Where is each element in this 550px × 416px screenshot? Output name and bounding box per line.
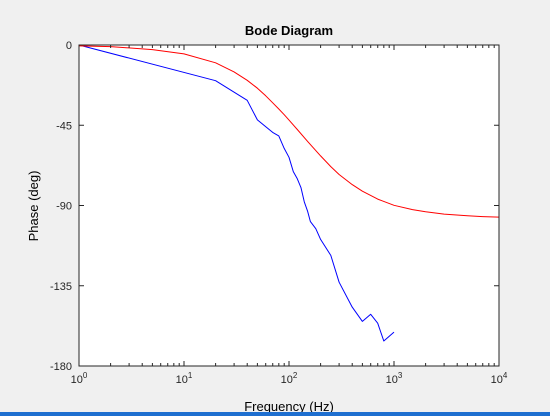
y-tick-label: -90: [56, 201, 72, 213]
x-axis-label: Frequency (Hz): [244, 399, 334, 414]
x-tick-exponent: 3: [398, 371, 403, 380]
plot-area[interactable]: [79, 45, 499, 366]
x-tick-exponent: 0: [83, 371, 88, 380]
x-tick-label: 102: [281, 371, 298, 386]
y-tick-label: -45: [56, 120, 72, 132]
series-layer: [78, 44, 500, 342]
window-bottom-border: [0, 412, 550, 416]
x-tick-exponent: 1: [188, 371, 193, 380]
axes-frame: [78, 44, 500, 367]
x-tick-label: 100: [71, 371, 88, 386]
x-tick-label: 101: [176, 371, 193, 386]
x-tick-exponent: 4: [503, 371, 508, 380]
x-tick-label: 104: [491, 371, 508, 386]
x-tick-base: 10: [281, 374, 293, 386]
x-tick-label: 103: [386, 371, 403, 386]
series-measured-line: [78, 44, 395, 342]
y-tick-label: -180: [50, 361, 72, 373]
y-axis-label: Phase (deg): [26, 171, 41, 242]
x-tick-base: 10: [71, 374, 83, 386]
y-tick-label: 0: [66, 40, 72, 52]
chart-title: Bode Diagram: [245, 23, 333, 38]
x-tick-exponent: 2: [293, 371, 298, 380]
x-tick-base: 10: [491, 374, 503, 386]
x-tick-base: 10: [386, 374, 398, 386]
series-model-line: [78, 45, 500, 218]
y-tick-label: -135: [50, 281, 72, 293]
x-tick-base: 10: [176, 374, 188, 386]
